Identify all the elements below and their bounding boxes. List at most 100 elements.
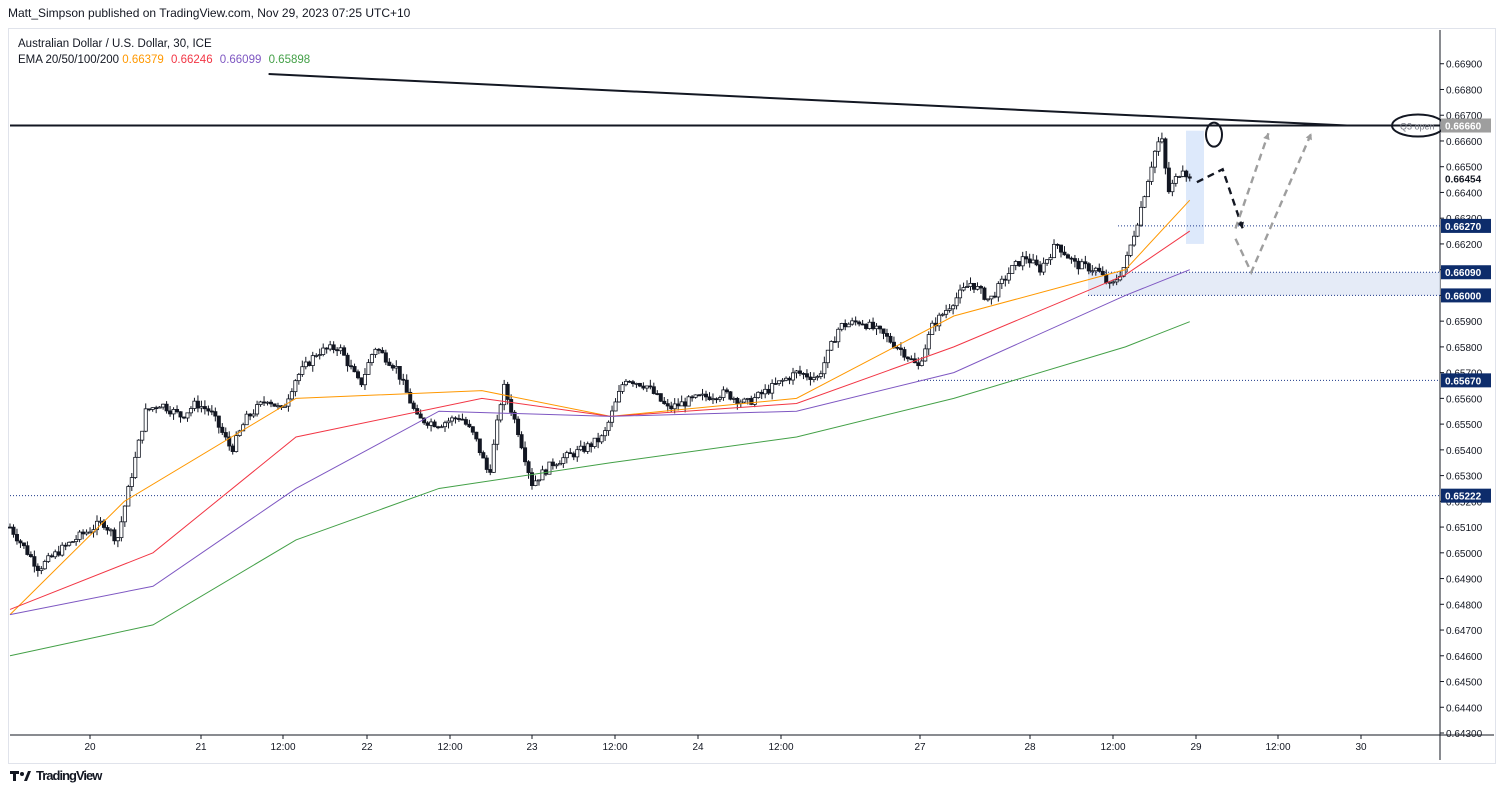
candle-body <box>884 333 889 337</box>
y-tick-label: 0.66600 <box>1446 137 1483 148</box>
projected-path-grey-1 <box>1234 132 1270 229</box>
candle-body <box>133 456 138 478</box>
candle-body <box>192 400 197 409</box>
candle-body <box>46 555 51 562</box>
candle-body <box>1184 170 1189 178</box>
candle-body <box>303 361 308 368</box>
candle-body <box>262 401 267 404</box>
candle-body <box>996 283 1001 298</box>
candle-body <box>763 388 768 395</box>
candle-body <box>1072 258 1077 262</box>
candle-body <box>797 370 802 374</box>
candle-body <box>53 551 58 558</box>
candle-body <box>467 423 472 428</box>
candle-body <box>937 314 942 327</box>
candle-body <box>1170 182 1175 193</box>
y-tick-label: 0.64800 <box>1446 600 1483 611</box>
candle-body <box>1048 257 1053 261</box>
candle-body <box>1020 256 1025 267</box>
candle-body <box>759 391 764 395</box>
candle-body <box>335 349 340 352</box>
candle-body <box>352 366 357 373</box>
x-tick-label: 23 <box>526 742 538 753</box>
y-tick-label: 0.65200 <box>1446 497 1483 508</box>
candle-body <box>536 479 541 482</box>
candle-body <box>589 443 594 448</box>
candle-body <box>665 403 670 407</box>
candle-body <box>662 400 667 405</box>
candle-body <box>25 545 30 555</box>
x-tick-label: 12:00 <box>768 742 793 753</box>
x-tick-label: 21 <box>195 742 207 753</box>
candle-body <box>269 401 274 405</box>
y-tick-label: 0.64400 <box>1446 703 1483 714</box>
candle-body <box>70 541 75 544</box>
candle-body <box>620 384 625 392</box>
candle-body <box>49 555 54 558</box>
candle-body <box>436 426 441 429</box>
candle-body <box>154 407 159 410</box>
candle-body <box>453 417 458 420</box>
ema20-line <box>9 199 1191 615</box>
candle-body <box>182 416 187 419</box>
candle-body <box>439 426 444 429</box>
candle-body <box>223 432 228 438</box>
candle-body <box>171 409 176 415</box>
price-label-box <box>1441 218 1491 233</box>
candle-body <box>571 453 576 458</box>
candle-body <box>1038 264 1043 273</box>
candle-body <box>1093 267 1098 272</box>
candle-body <box>209 410 214 413</box>
candle-body <box>1163 138 1168 169</box>
candle-body <box>7 526 12 529</box>
candle-body <box>460 418 465 421</box>
candle-body <box>296 374 301 382</box>
candle-body <box>429 421 434 426</box>
candle-body <box>804 373 809 378</box>
candle-body <box>1058 244 1063 253</box>
candle-body <box>1010 264 1015 274</box>
candle-body <box>533 480 538 486</box>
candle-body <box>690 396 695 399</box>
candle-body <box>317 354 322 356</box>
candle-body <box>202 406 207 410</box>
candle-body <box>971 282 976 290</box>
candle-body <box>968 282 973 287</box>
candle-body <box>342 347 347 356</box>
candle-body <box>784 377 789 381</box>
candle-body <box>401 378 406 381</box>
support-zone <box>1088 272 1440 296</box>
candle-body <box>307 361 312 366</box>
candle-body <box>557 463 562 466</box>
candle-body <box>185 412 190 419</box>
projected-path-black <box>1196 167 1244 229</box>
price-label: 0.66000 <box>1445 291 1482 302</box>
arrow-head-black <box>1237 221 1244 229</box>
candle-body <box>773 383 778 385</box>
candle-body <box>658 393 663 402</box>
candle-body <box>829 341 834 351</box>
candle-body <box>234 435 239 452</box>
candle-body <box>954 297 959 307</box>
candle-body <box>509 399 514 413</box>
candle-body <box>808 376 813 380</box>
candle-body <box>425 422 430 426</box>
y-tick-label: 0.65500 <box>1446 420 1483 431</box>
candle-body <box>366 362 371 375</box>
y-tick-label: 0.65600 <box>1446 394 1483 405</box>
candle-body <box>989 295 994 300</box>
candle-body <box>930 322 935 335</box>
candle-body <box>836 328 841 343</box>
candle-body <box>1139 206 1144 226</box>
candle-body <box>874 325 879 330</box>
candle-body <box>1017 261 1022 267</box>
candle-body <box>300 366 305 375</box>
price-label-box <box>1441 265 1491 280</box>
candle-body <box>644 385 649 389</box>
candle-body <box>310 355 315 366</box>
candle-body <box>731 397 736 400</box>
candle-body <box>512 411 517 420</box>
candle-body <box>230 445 235 452</box>
candle-body <box>1121 267 1126 277</box>
